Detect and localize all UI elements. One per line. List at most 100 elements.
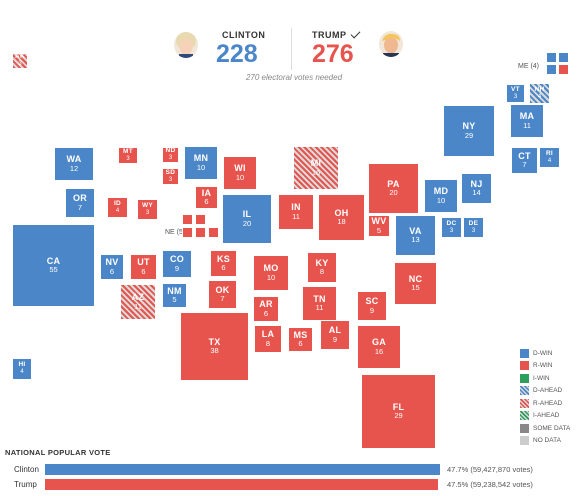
state-tile-ia[interactable]: IA 6 (195, 186, 218, 209)
state-tile-ut[interactable]: UT 6 (130, 254, 157, 280)
state-abbrev: WI (234, 163, 246, 174)
state-tile-oh[interactable]: OH 18 (318, 194, 365, 241)
state-tile-mn[interactable]: MN 10 (184, 146, 218, 180)
state-abbrev: VA (409, 225, 422, 236)
ne-district-tile[interactable] (195, 227, 206, 238)
state-tile-nm[interactable]: NM 5 (162, 283, 187, 308)
state-tile-va[interactable]: VA 13 (395, 215, 436, 256)
me-district-tile[interactable] (558, 52, 569, 63)
me-district-tile[interactable] (546, 64, 557, 75)
state-abbrev: GA (371, 337, 387, 348)
state-electoral-votes: 7 (522, 160, 527, 170)
state-tile-ks[interactable]: KS 6 (210, 250, 237, 277)
state-abbrev: DC (446, 219, 457, 227)
trump-name: TRUMP (312, 28, 360, 40)
legend-label: R-AHEAD (533, 399, 563, 407)
state-tile-ri[interactable]: RI 4 (539, 147, 560, 168)
state-tile-mt[interactable]: MT 3 (118, 147, 138, 164)
state-electoral-votes: 29 (394, 411, 403, 421)
state-tile-de[interactable]: DE 3 (463, 217, 484, 238)
state-tile-nh[interactable]: NH 4 (529, 83, 550, 104)
legend-label: I-WIN (533, 374, 550, 382)
state-abbrev: ND (165, 147, 176, 155)
state-tile-tx[interactable]: TX 38 (180, 312, 249, 381)
state-tile-nd[interactable]: ND 3 (162, 147, 179, 163)
popular-vote-candidate: Clinton (14, 465, 39, 474)
popular-vote-row: Trump 47.5% (59,238,542 votes) (0, 479, 588, 491)
legend-swatch (520, 398, 529, 408)
legend-item: D-AHEAD (520, 385, 570, 398)
state-electoral-votes: 3 (449, 227, 454, 234)
state-tile-mo[interactable]: MO 10 (253, 255, 289, 291)
state-tile-ar[interactable]: AR 6 (253, 296, 279, 322)
state-abbrev: AZ (131, 292, 145, 303)
state-abbrev: NC (408, 273, 423, 284)
ne-district-tile[interactable] (182, 227, 193, 238)
state-electoral-votes: 55 (49, 265, 58, 275)
legend-swatch (520, 411, 529, 421)
state-tile-ky[interactable]: KY 8 (307, 252, 337, 283)
state-tile-ma[interactable]: MA 11 (510, 104, 544, 138)
state-electoral-votes: 4 (115, 207, 120, 214)
state-tile-wi[interactable]: WI 10 (223, 156, 257, 190)
state-tile-ak[interactable]: AK 3 (12, 53, 28, 69)
state-tile-nj[interactable]: NJ 14 (461, 173, 492, 204)
state-tile-wy[interactable]: WY 3 (137, 199, 158, 220)
state-tile-ms[interactable]: MS 6 (288, 327, 313, 352)
state-tile-fl[interactable]: FL 29 (361, 374, 436, 449)
state-abbrev: OH (334, 207, 349, 218)
state-tile-wa[interactable]: WA 12 (54, 147, 94, 181)
state-tile-dc[interactable]: DC 3 (441, 217, 462, 238)
state-electoral-votes: 3 (126, 155, 130, 162)
state-electoral-votes: 10 (436, 195, 446, 205)
state-electoral-votes: 11 (315, 303, 324, 313)
popular-vote-bar (45, 464, 440, 475)
state-electoral-votes: 9 (332, 334, 338, 344)
state-electoral-votes: 6 (298, 339, 303, 349)
state-tile-or[interactable]: OR 7 (65, 188, 95, 218)
state-tile-id[interactable]: ID 4 (107, 197, 128, 218)
legend-swatch (520, 373, 529, 383)
state-tile-in[interactable]: IN 11 (278, 194, 314, 230)
legend-label: I-AHEAD (533, 412, 560, 420)
state-tile-wv[interactable]: WV 5 (368, 215, 390, 237)
state-electoral-votes: 12 (69, 163, 79, 173)
state-electoral-votes: 38 (210, 346, 219, 356)
state-electoral-votes: 20 (389, 188, 398, 198)
state-tile-co[interactable]: CO 9 (162, 250, 192, 278)
state-tile-hi[interactable]: HI 4 (12, 358, 32, 380)
state-tile-ok[interactable]: OK 7 (208, 280, 237, 309)
state-electoral-votes: 3 (513, 93, 518, 100)
state-tile-ca[interactable]: CA 55 (12, 224, 95, 307)
state-tile-pa[interactable]: PA 20 (368, 163, 419, 214)
state-tile-md[interactable]: MD 10 (424, 179, 458, 213)
state-tile-ny[interactable]: NY 29 (443, 105, 495, 157)
state-tile-ct[interactable]: CT 7 (511, 147, 538, 174)
ne-district-tile[interactable] (182, 214, 193, 225)
popular-vote-candidate: Trump (14, 480, 37, 489)
ne-district-tile[interactable] (195, 214, 206, 225)
state-electoral-votes: 9 (174, 263, 180, 273)
state-tile-la[interactable]: LA 8 (254, 325, 282, 353)
state-abbrev: FL (392, 401, 405, 412)
state-abbrev: VT (511, 85, 520, 93)
me-district-tile[interactable] (558, 64, 569, 75)
state-tile-vt[interactable]: VT 3 (506, 84, 525, 103)
state-tile-tn[interactable]: TN 11 (302, 286, 337, 321)
me-district-tile[interactable] (546, 52, 557, 63)
state-tile-al[interactable]: AL 9 (320, 320, 350, 350)
state-tile-nv[interactable]: NV 6 (100, 254, 124, 280)
state-tile-il[interactable]: IL 20 (222, 194, 272, 244)
state-electoral-votes: 10 (196, 162, 206, 172)
trump-votes: 276 (312, 40, 354, 68)
state-abbrev: WA (66, 154, 82, 165)
state-electoral-votes: 6 (204, 197, 209, 207)
state-tile-mi[interactable]: MI 16 (293, 146, 339, 190)
state-tile-sc[interactable]: SC 9 (357, 291, 387, 321)
state-abbrev: IA (201, 187, 212, 198)
state-tile-ga[interactable]: GA 16 (357, 325, 401, 369)
state-tile-sd[interactable]: SD 3 (162, 168, 179, 185)
state-tile-nc[interactable]: NC 15 (394, 262, 437, 305)
state-tile-az[interactable]: AZ 11 (120, 284, 156, 320)
ne-district-tile[interactable] (208, 227, 219, 238)
